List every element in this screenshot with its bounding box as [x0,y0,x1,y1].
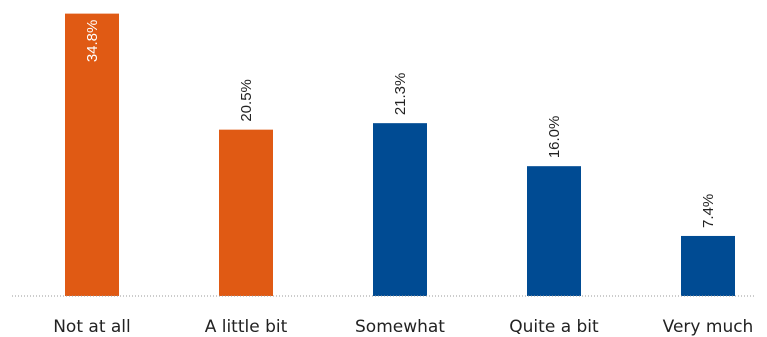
value-label: 34.8% [84,20,101,63]
value-label: 20.5% [238,79,255,122]
bars-group [65,13,735,296]
bar-a-little-bit [219,129,273,296]
category-labels-group: Not at all A little bit Somewhat Quite a bi… [53,317,753,337]
bar-quite-a-bit [527,166,581,296]
value-labels-group: 34.8% 20.5% 21.3% 16.0% 7.4% [84,20,717,228]
value-label: 16.0% [546,116,563,159]
bar-very-much [681,235,735,296]
bar-somewhat [373,123,427,296]
value-label: 7.4% [700,194,717,228]
bar-not-at-all [65,13,119,296]
category-label: Very much [663,317,754,337]
category-label: Quite a bit [509,317,599,337]
category-label: Not at all [53,317,131,337]
category-label: Somewhat [355,317,445,337]
value-label: 21.3% [392,73,409,116]
category-label: A little bit [205,317,288,337]
